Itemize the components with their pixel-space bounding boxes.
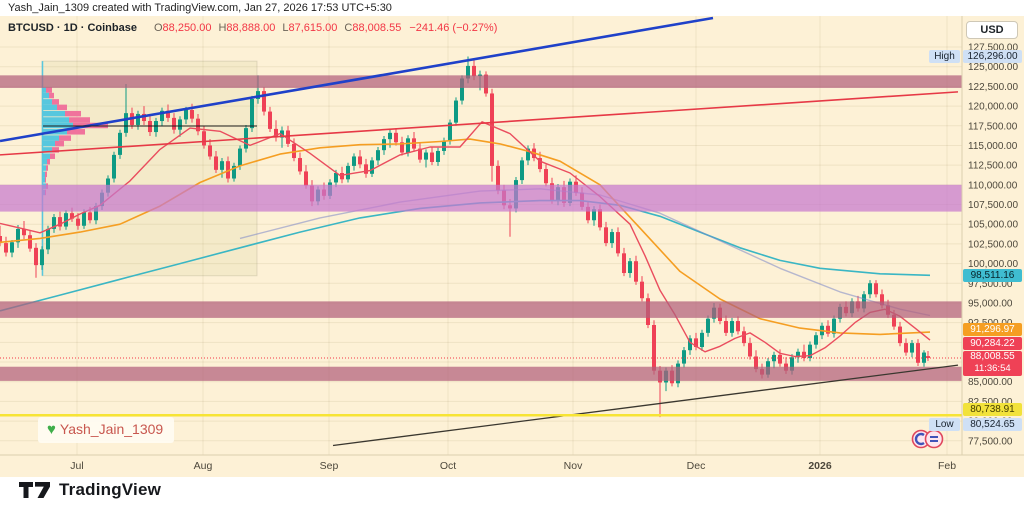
svg-text:100,000.00: 100,000.00	[968, 259, 1018, 270]
supply-zone-1	[0, 75, 962, 88]
yellow-level-label[interactable]: 80,738.91	[963, 402, 1022, 416]
price-axis-labels: High 126,296.00 98,511.16 91,296.97 90,284.2…	[0, 16, 1024, 477]
svg-text:95,000.00: 95,000.00	[968, 298, 1013, 309]
svg-text:122,500.00: 122,500.00	[968, 82, 1018, 93]
svg-text:Feb: Feb	[938, 460, 956, 472]
svg-text:120,000.00: 120,000.00	[968, 102, 1018, 113]
watermark-name: Yash_Jain_1309	[59, 421, 164, 437]
tradingview-brand[interactable]: TradingView	[59, 480, 162, 499]
close-label: C	[344, 22, 353, 34]
chart-pane: 127,500.00 125,000.00 122,500.00 120,000.00…	[0, 16, 1024, 477]
attribution-text: Yash_Jain_1309 created with TradingView.…	[8, 2, 392, 14]
currency-toggle-button[interactable]: USD	[966, 21, 1018, 39]
supply-zone-2	[0, 184, 962, 212]
svg-text:Aug: Aug	[194, 460, 213, 472]
high-side-tag: High	[929, 49, 960, 63]
svg-text:Nov: Nov	[564, 460, 583, 472]
ma-red-line	[0, 121, 931, 358]
svg-text:125,000.00: 125,000.00	[968, 62, 1018, 73]
symbol-title[interactable]: BTCUSD · 1D · Coinbase	[8, 22, 137, 34]
svg-text:82,500.00: 82,500.00	[968, 397, 1013, 408]
supply-zone-3	[0, 301, 962, 318]
low-side-tag: Low	[929, 418, 960, 432]
symbol-legend: BTCUSD · 1D · Coinbase O88,250.00 H88,888.…	[8, 22, 497, 34]
black-support-line	[332, 364, 959, 447]
svg-text:2026: 2026	[808, 460, 832, 472]
last-price-label[interactable]: 88,008.55 11:36:54	[963, 351, 1022, 377]
close-value: 88,008.55	[352, 22, 402, 34]
ma-orange-label[interactable]: 91,296.97	[963, 322, 1022, 336]
tradingview-logo-icon[interactable]	[19, 481, 52, 499]
svg-text:97,500.00: 97,500.00	[968, 279, 1013, 290]
svg-text:77,500.00: 77,500.00	[968, 436, 1013, 447]
svg-text:105,000.00: 105,000.00	[968, 220, 1018, 231]
high-label: H	[218, 22, 227, 34]
svg-text:Dec: Dec	[687, 460, 706, 472]
low-price-label[interactable]: 80,524.65	[963, 418, 1022, 432]
svg-text:115,000.00: 115,000.00	[968, 141, 1018, 152]
time-tick-labels[interactable]: Jul Aug Sep Oct Nov Dec 2026 Feb	[70, 460, 956, 472]
trendlines-layer[interactable]	[0, 16, 959, 447]
blue-uptrend-line	[0, 16, 714, 143]
high-value: 88,888.00	[226, 22, 276, 34]
ma-red-label[interactable]: 90,284.22	[963, 336, 1022, 350]
zones-layer	[0, 75, 962, 381]
high-price-label[interactable]: 126,296.00	[963, 49, 1022, 63]
svg-text:102,500.00: 102,500.00	[968, 239, 1018, 250]
ma-teal-label[interactable]: 98,511.16	[963, 268, 1022, 282]
chart-canvas[interactable]: 127,500.00 125,000.00 122,500.00 120,000.00…	[0, 16, 1024, 477]
demand-zone-4	[0, 366, 962, 381]
open-label: O	[153, 22, 163, 34]
watermark: ♥ Yash_Jain_1309	[38, 417, 175, 443]
red-resistance-line	[0, 91, 959, 156]
svg-text:127,500.00: 127,500.00	[968, 43, 1018, 54]
svg-text:Sep: Sep	[320, 460, 339, 472]
low-value: 87,615.00	[288, 22, 338, 34]
svg-text:112,500.00: 112,500.00	[968, 161, 1018, 172]
svg-text:117,500.00: 117,500.00	[968, 121, 1018, 132]
svg-text:Oct: Oct	[440, 460, 456, 472]
low-label: L	[282, 22, 289, 34]
svg-text:Jul: Jul	[70, 460, 83, 472]
change-value: −241.46 (−0.27%)	[409, 22, 498, 34]
green-heart-icon: ♥	[47, 421, 56, 438]
svg-text:107,500.00: 107,500.00	[968, 200, 1018, 211]
footer: TradingView	[19, 480, 161, 500]
svg-text:110,000.00: 110,000.00	[968, 180, 1018, 191]
open-value: 88,250.00	[162, 22, 212, 34]
svg-text:85,000.00: 85,000.00	[968, 377, 1013, 388]
